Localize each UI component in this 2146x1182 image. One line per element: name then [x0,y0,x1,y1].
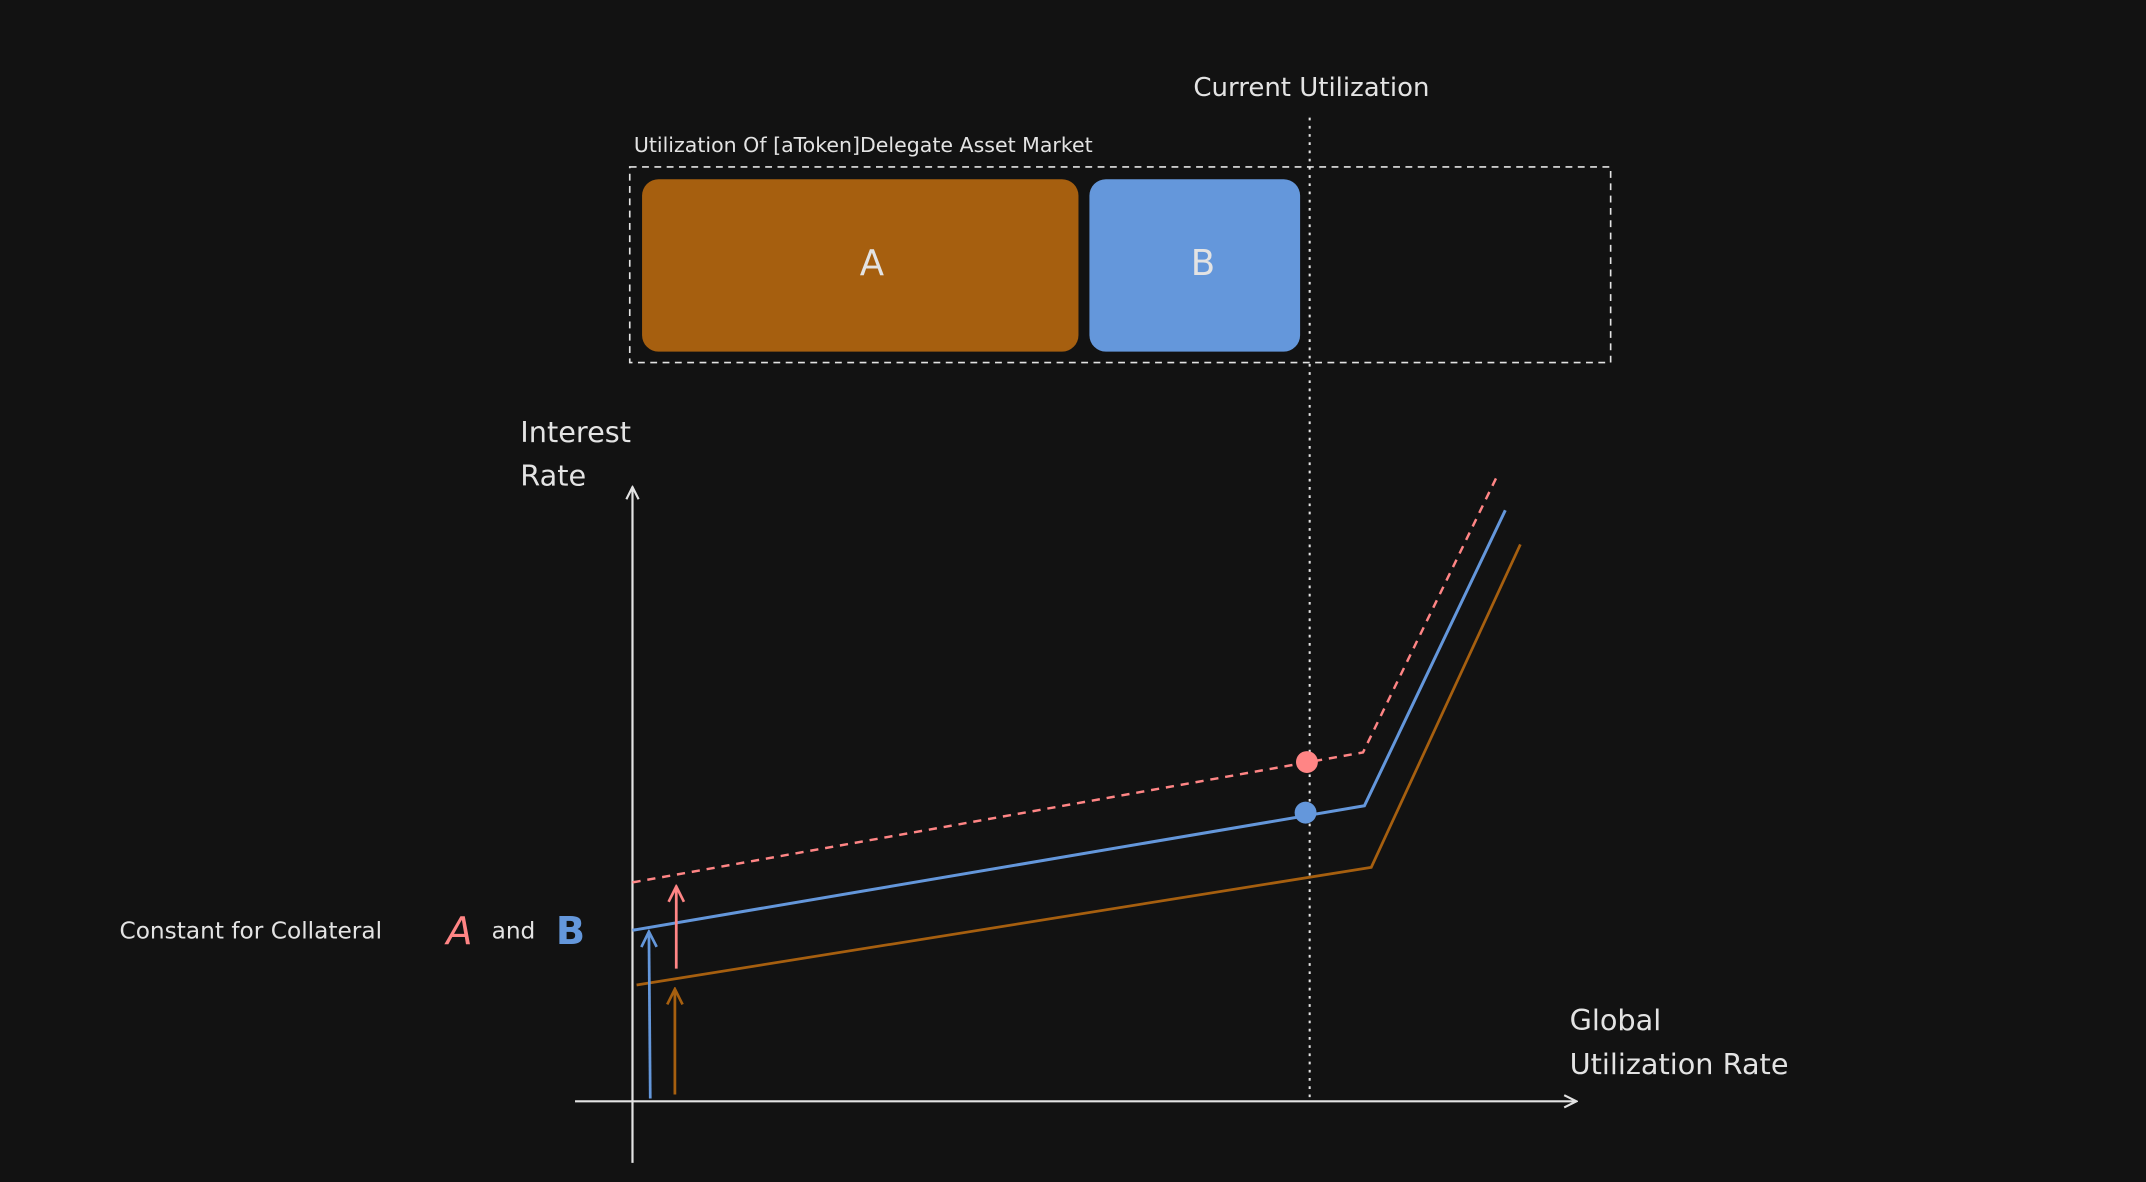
segment-b-label: B [1191,243,1215,284]
constant-annotation: Constant for Collateral [119,917,382,944]
current-utilization-label: Current Utilization [1193,73,1429,103]
constant-annotation-a: A [443,909,472,954]
x-axis-label-line1: Global [1570,1003,1662,1037]
rate-curve-b [632,509,1507,932]
y-axis-label-line2: Rate [520,459,586,493]
constant-annotation-prefix: Constant for Collateral [119,917,382,944]
y-axis-label-line1: Interest [520,415,631,449]
current-rate-point-b [1294,801,1317,824]
rate-curve-highlight [632,475,1499,884]
utilization-bar-frame [628,166,1612,364]
constant-annotation-and: and [492,917,536,944]
utilization-bar-title: Utilization Of [aToken]Delegate Asset Ma… [634,133,1093,157]
constant-annotation-b: B [556,909,585,954]
offset-arrow-b [649,932,650,1099]
segment-a [642,179,1079,352]
segment-b [1089,179,1301,352]
current-rate-point-highlight [1295,751,1318,773]
rate-curve-a [636,543,1522,987]
x-axis-label-line2: Utilization Rate [1570,1047,1789,1081]
segment-a-label: A [860,243,885,284]
